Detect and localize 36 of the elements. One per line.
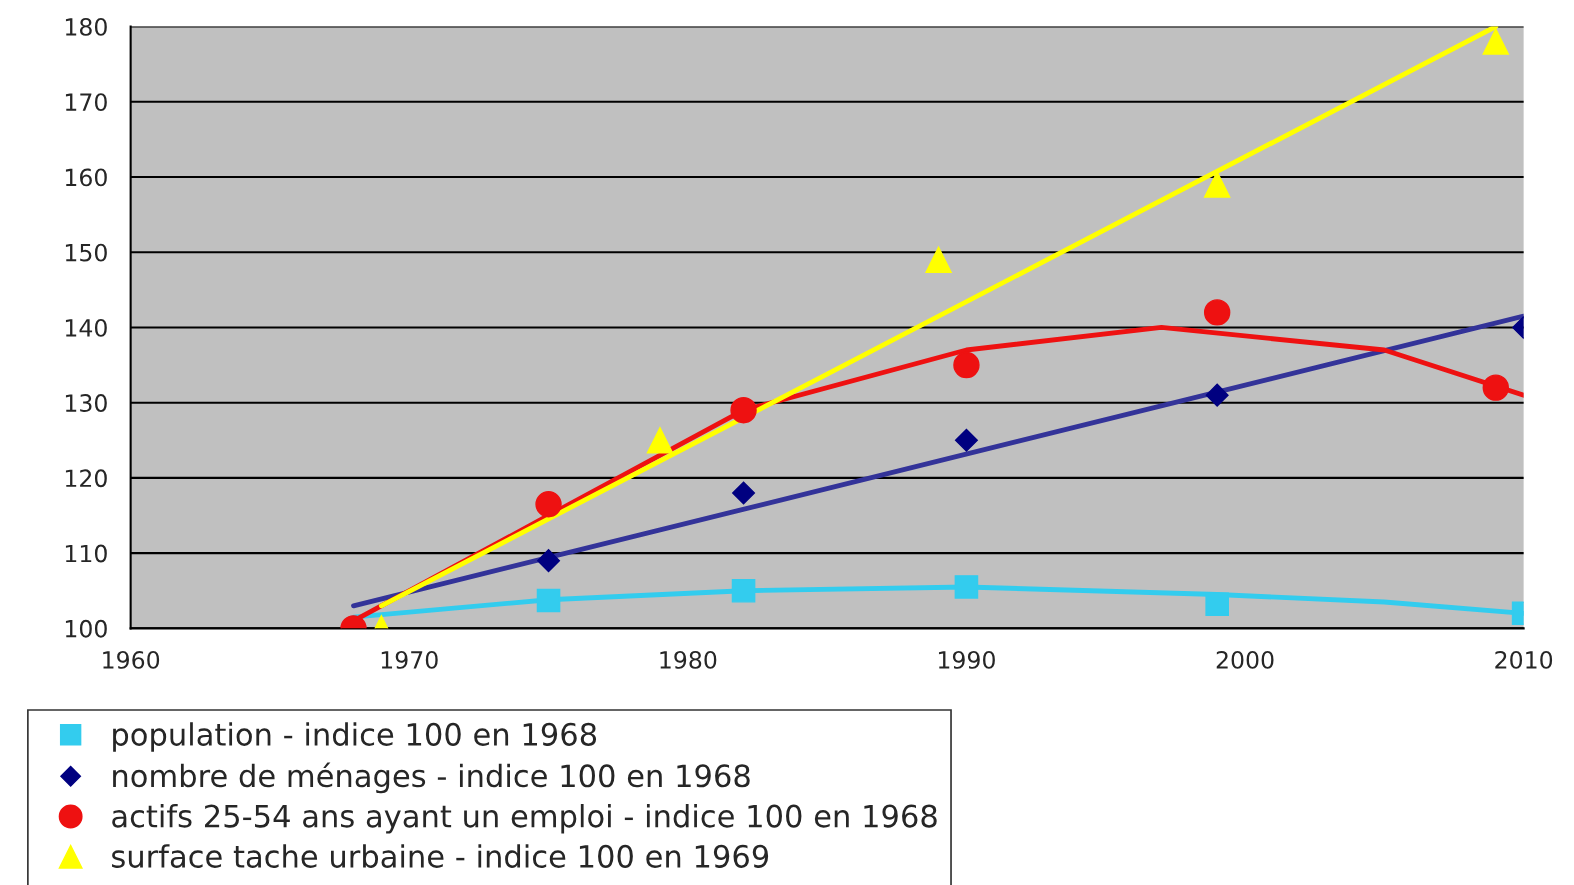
x-tick-label: 2000 — [1216, 650, 1274, 669]
y-tick-label: 180 — [65, 18, 107, 36]
legend-label: population - indice 100 en 1968 — [113, 722, 597, 752]
point — [646, 427, 674, 454]
x-tick-label: 1960 — [103, 650, 160, 669]
point — [730, 397, 757, 424]
y-tick-label: 100 — [65, 619, 107, 638]
y-tick-label: 150 — [65, 243, 107, 262]
legend-label: surface tache urbaine - indice 100 en 1969 — [112, 844, 769, 868]
y-tick-label: 120 — [65, 469, 107, 488]
point — [954, 428, 978, 452]
x-tick-label: 1980 — [660, 650, 717, 669]
x-tick-label: 1970 — [381, 650, 438, 669]
point — [1482, 28, 1509, 55]
point — [1205, 383, 1229, 407]
y-tick-label: 140 — [65, 318, 107, 337]
x-tick-label: 1990 — [938, 650, 995, 669]
point — [953, 351, 980, 379]
point — [1203, 171, 1231, 198]
point — [535, 491, 562, 518]
point — [536, 588, 561, 613]
y-tick-label: 160 — [65, 168, 107, 187]
x-tick-label: 2010 — [1495, 650, 1553, 669]
point — [954, 575, 979, 599]
legend-label: nombre de ménages - indice 100 en 1968 — [113, 762, 750, 794]
y-tick-label: 110 — [65, 544, 107, 563]
point — [537, 549, 561, 573]
y-tick-label: 130 — [65, 394, 107, 412]
point — [732, 481, 756, 505]
point — [925, 246, 952, 273]
point — [731, 578, 756, 603]
point — [1482, 374, 1509, 401]
y-tick-label: 170 — [65, 93, 107, 112]
point — [1205, 592, 1229, 617]
point — [1203, 299, 1231, 326]
legend-label: actifs 25-54 ans ayant un emploi - indice 100 en 1968 — [112, 803, 937, 834]
